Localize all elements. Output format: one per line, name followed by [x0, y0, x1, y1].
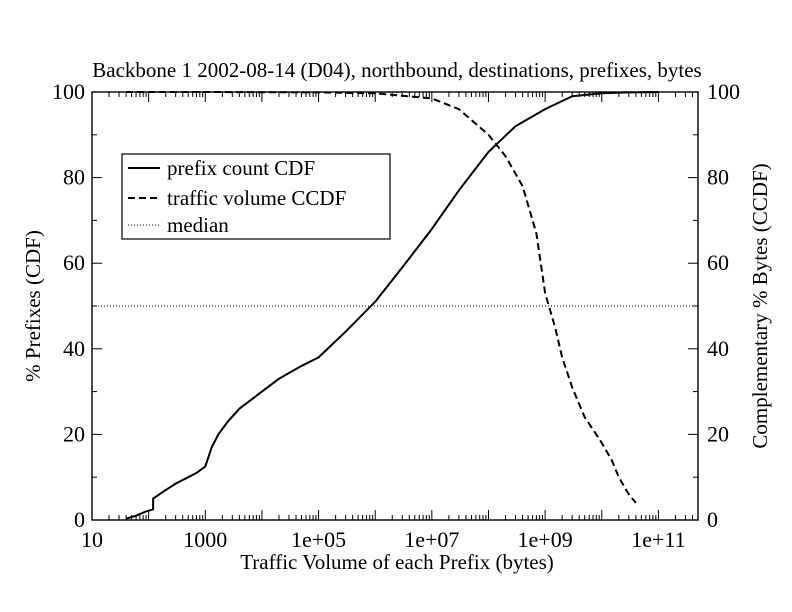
y-axis-label: % Prefixes (CDF): [21, 230, 45, 382]
y-tick-label-right: 40: [707, 336, 729, 361]
axis-ticks: 10 1000 1e+05 1e+07 1e+09 1e+1102040608010002…: [52, 79, 740, 552]
y-tick-label-left: 60: [63, 250, 85, 275]
y-tick-label-right: 0: [707, 507, 718, 532]
y-tick-label-left: 80: [63, 165, 85, 190]
y-tick-label-left: 40: [63, 336, 85, 361]
x-tick-label: 1e+09: [518, 527, 573, 552]
legend: prefix count CDF traffic volume CCDF med…: [121, 153, 391, 240]
y-tick-label-right: 20: [707, 421, 729, 446]
y-tick-label-right: 80: [707, 165, 729, 190]
x-tick-label: 1e+11: [631, 527, 685, 552]
legend-label-traffic-volume: traffic volume CCDF: [167, 186, 346, 210]
series-0-line: [125, 91, 659, 520]
x-axis-label: Traffic Volume of each Prefix (bytes): [240, 550, 554, 574]
legend-label-prefix-count: prefix count CDF: [167, 156, 315, 180]
y-tick-label-left: 20: [63, 421, 85, 446]
chart-title: Backbone 1 2002-08-14 (D04), northbound,…: [92, 58, 701, 82]
x-tick-label: 1e+05: [291, 527, 346, 552]
y-axis-label-right: Complementary % Bytes (CCDF): [748, 163, 772, 448]
x-tick-label: 1000: [183, 527, 227, 552]
y-tick-label-right: 100: [707, 79, 740, 104]
legend-label-median: median: [167, 213, 229, 237]
x-tick-label: 10: [81, 527, 103, 552]
x-tick-label: 1e+07: [404, 527, 459, 552]
y-tick-label-right: 60: [707, 250, 729, 275]
y-tick-label-left: 0: [74, 507, 85, 532]
series-1-line: [126, 91, 637, 504]
data-curves: [92, 91, 698, 520]
y-tick-label-left: 100: [52, 79, 85, 104]
legend-box: [121, 153, 391, 240]
